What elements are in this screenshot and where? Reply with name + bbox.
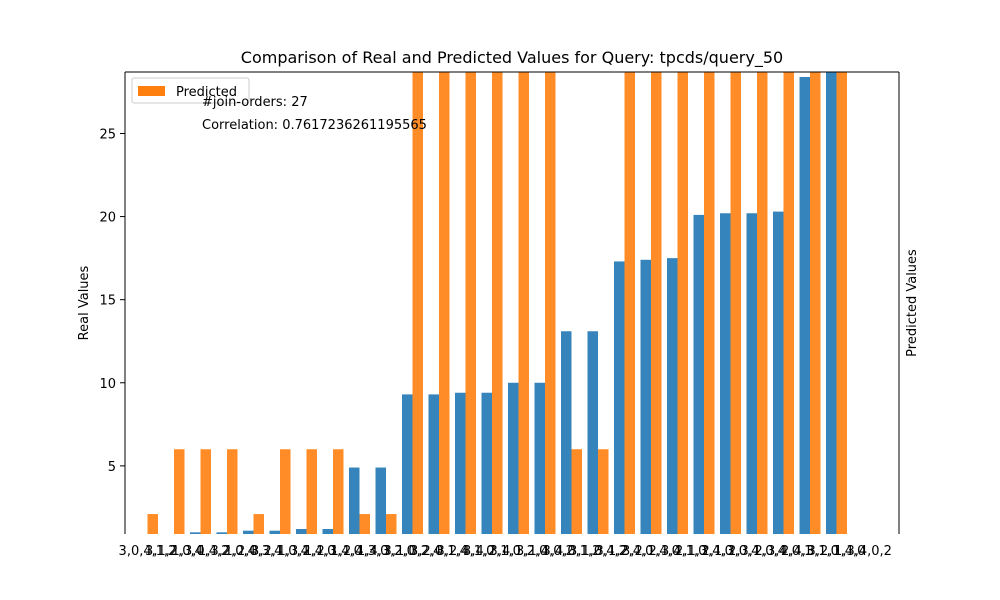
x-tick-label-16: 3,4,0,1,2 [543, 544, 601, 559]
x-tick-label-25: 2,4,3,1,0 [781, 544, 839, 559]
predicted-bar-22 [730, 72, 741, 534]
predicted-bar-25 [810, 72, 821, 534]
real-bar-13 [481, 392, 492, 534]
predicted-bar-4 [253, 514, 264, 534]
real-bar-20 [667, 258, 678, 534]
real-bar-10 [402, 394, 413, 534]
x-tick-label-22: 2,1,3,0,4 [702, 544, 760, 559]
x-tick-label-24: 2,3,4,0,1 [755, 544, 813, 559]
y-axis-label: Real Values [77, 265, 92, 340]
x-tick-label-21: 2,1,3,4,0 [675, 544, 733, 559]
legend: Predicted [131, 77, 250, 104]
predicted-bar-23 [757, 72, 768, 534]
predicted-bar-1 [174, 449, 185, 534]
bars-group [147, 72, 847, 535]
real-bar-18 [614, 261, 625, 534]
predicted-bar-11 [439, 72, 450, 534]
predicted-bar-17 [598, 449, 609, 534]
predicted-bar-5 [280, 449, 291, 534]
real-bar-25 [799, 76, 810, 535]
x-tick-label-2: 1,3,0,4,2 [172, 544, 230, 559]
x-tick-label-8: 1,2,4,3,0 [331, 544, 389, 559]
x-tick-label-3: 1,3,2,0,4 [198, 544, 256, 559]
real-bar-19 [640, 259, 651, 534]
real-bar-15 [534, 382, 545, 534]
real-bar-14 [508, 382, 519, 534]
real-bar-21 [693, 214, 704, 535]
predicted-bar-21 [704, 72, 715, 534]
real-bar-17 [587, 331, 598, 534]
y-ticks-group: 5 10 15 20 25 [99, 127, 125, 475]
real-bar-6 [296, 529, 307, 534]
x-tick-label-9: 1,4,3,2,0 [357, 544, 415, 559]
real-bar-22 [720, 213, 731, 534]
real-bar-8 [349, 467, 360, 534]
x-tick-label-27: 1,3,4,0,2 [834, 544, 892, 559]
x-tick-label-7: 1,2,3,4,0 [304, 544, 362, 559]
predicted-bar-3 [227, 449, 238, 534]
legend-swatch-predicted [138, 86, 165, 96]
predicted-bar-8 [359, 514, 370, 534]
x-tick-label-0: 3,0,4,1,2 [119, 544, 177, 559]
chart-title: Comparison of Real and Predicted Values … [241, 48, 783, 68]
predicted-bar-14 [518, 72, 529, 534]
x-tick-label-17: 3,1,0,4,2 [569, 544, 627, 559]
real-bar-24 [773, 211, 784, 534]
x-tick-label-23: 2,3,1,0,4 [728, 544, 786, 559]
predicted-bar-7 [333, 449, 344, 534]
y-tick-label-4: 25 [99, 127, 116, 142]
real-bar-23 [746, 213, 757, 534]
predicted-bar-9 [386, 514, 397, 534]
predicted-bar-6 [306, 449, 317, 534]
predicted-bar-16 [571, 449, 582, 534]
real-bar-11 [428, 394, 439, 534]
x-tick-label-26: 3,2,1,4,0 [808, 544, 866, 559]
real-bar-12 [455, 392, 466, 534]
real-bar-7 [322, 529, 333, 534]
real-bar-3 [216, 532, 227, 534]
y-tick-label-3: 20 [99, 211, 116, 226]
predicted-bar-15 [545, 72, 556, 534]
predicted-bar-12 [465, 72, 476, 534]
real-bar-26 [826, 72, 837, 534]
x-tick-label-19: 3,2,1,4,0 [622, 544, 680, 559]
predicted-bar-26 [836, 72, 847, 534]
x-tick-label-15: 3,1,4,0,2 [516, 544, 574, 559]
x-tick-label-10: 3,1,0,2,4 [384, 544, 442, 559]
x-tick-label-4: 1,2,0,3,4 [225, 544, 283, 559]
x-ticks-group: 3,0,4,1,23,1,2,0,41,3,0,4,21,3,2,0,41,2,… [119, 544, 892, 559]
legend-entry-predicted: Predicted [176, 85, 237, 100]
y-tick-label-2: 15 [99, 294, 116, 309]
predicted-bar-2 [200, 449, 211, 534]
predicted-bar-10 [412, 72, 423, 534]
real-bar-5 [269, 530, 280, 534]
annotation-correlation: Correlation: 0.7617236261195565 [202, 118, 427, 133]
y-tick-label-1: 10 [99, 377, 116, 392]
real-bar-16 [561, 331, 572, 534]
real-bar-2 [190, 532, 201, 534]
predicted-bar-13 [492, 72, 503, 534]
real-bar-4 [243, 530, 254, 534]
x-tick-label-11: 3,2,0,1,4 [410, 544, 468, 559]
x-tick-label-14: 3,4,1,2,0 [490, 544, 548, 559]
x-tick-label-20: 2,3,4,1,0 [649, 544, 707, 559]
y2-axis-label: Predicted Values [905, 249, 920, 357]
predicted-bar-0 [147, 514, 158, 534]
predicted-bar-20 [677, 72, 688, 534]
x-tick-label-1: 3,1,2,0,4 [145, 544, 203, 559]
predicted-bar-18 [624, 72, 635, 534]
x-tick-label-5: 3,2,1,0,4 [251, 544, 309, 559]
real-bar-9 [375, 467, 386, 534]
x-tick-label-6: 1,3,2,4,0 [278, 544, 336, 559]
y-tick-label-0: 5 [108, 460, 116, 475]
predicted-bar-19 [651, 72, 662, 534]
x-tick-label-12: 3,2,4,1,0 [437, 544, 495, 559]
legend-box [131, 77, 250, 104]
x-tick-label-13: 3,4,2,1,0 [463, 544, 521, 559]
predicted-bar-24 [783, 72, 794, 534]
annotation-join-orders: #join-orders: 27 [202, 95, 308, 110]
x-tick-label-18: 3,1,2,4,0 [596, 544, 654, 559]
